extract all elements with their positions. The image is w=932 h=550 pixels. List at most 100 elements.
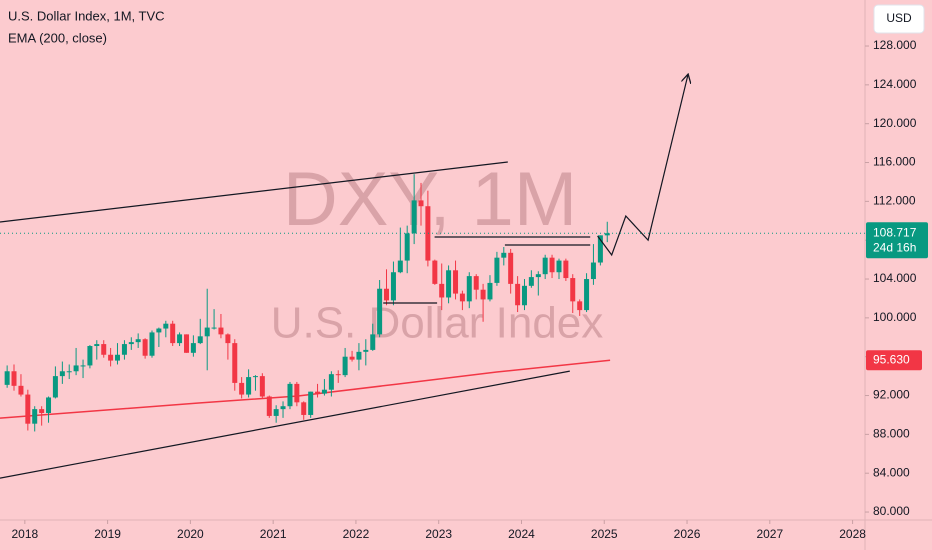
ema-price-tag <box>866 350 922 371</box>
candle-body <box>432 260 438 284</box>
y-tick-label: 116.000 <box>873 155 916 169</box>
candle-body <box>535 274 541 278</box>
candle-body <box>308 391 314 415</box>
last-price-tag <box>866 222 928 259</box>
candle-body <box>604 233 610 236</box>
candle-body <box>114 354 120 361</box>
y-tick-label: 84.000 <box>873 465 910 479</box>
ema-price-label: 95.630 <box>873 352 910 366</box>
candle-body <box>128 342 134 345</box>
chart-title: U.S. Dollar Index, 1M, TVC <box>8 8 165 23</box>
candle-body <box>177 334 183 344</box>
candle-body <box>287 383 293 407</box>
candle-body <box>39 409 45 414</box>
candle-body <box>508 252 514 284</box>
candle-body <box>577 301 583 311</box>
candle-body <box>4 371 10 385</box>
candle-body <box>18 385 24 395</box>
x-tick-label: 2025 <box>591 527 618 541</box>
x-tick-label: 2022 <box>343 527 370 541</box>
candle-body <box>459 293 465 302</box>
candle-body <box>259 376 265 397</box>
candle-body <box>73 365 79 372</box>
currency-label[interactable]: USD <box>886 11 912 25</box>
candle-body <box>273 409 279 416</box>
currency-button[interactable] <box>873 4 925 34</box>
candle-body <box>142 339 148 356</box>
candle-body <box>321 389 327 394</box>
candle-body <box>52 376 58 398</box>
x-tick-label: 2026 <box>674 527 701 541</box>
x-tick-label: 2021 <box>260 527 287 541</box>
candle-body <box>363 349 369 352</box>
y-tick-label: 92.000 <box>873 388 910 402</box>
candle-body <box>80 365 86 367</box>
candle-body <box>218 327 224 335</box>
candle-body <box>87 346 93 366</box>
candle-body <box>528 277 534 286</box>
candle-body <box>246 377 252 395</box>
candle-body <box>301 402 307 415</box>
candle-body <box>349 356 355 360</box>
candle-body <box>108 354 114 361</box>
y-tick-label: 124.000 <box>873 77 917 91</box>
candle-body <box>466 276 472 302</box>
candle-body <box>335 374 341 376</box>
candle-body <box>94 344 100 347</box>
candle-body <box>597 235 603 263</box>
candle-body <box>425 206 431 261</box>
candle-body <box>46 397 52 414</box>
x-tick-label: 2020 <box>177 527 204 541</box>
y-tick-label: 88.000 <box>873 427 910 441</box>
candle-body <box>211 327 217 329</box>
candle-body <box>266 396 272 416</box>
candle-body <box>487 282 493 300</box>
candle-body <box>439 283 445 298</box>
candle-body <box>156 328 162 333</box>
indicator-legend: EMA (200, close) <box>8 30 107 45</box>
candle-body <box>390 272 396 301</box>
trend-drawing <box>0 161 508 223</box>
candle-body <box>501 252 507 258</box>
ema-line <box>0 359 611 419</box>
candle-body <box>342 356 348 376</box>
candle-body <box>590 262 596 280</box>
candle-body <box>453 270 459 294</box>
candle-body <box>239 382 245 395</box>
candle-body <box>252 376 258 378</box>
candle-body <box>411 200 417 234</box>
candle-body <box>383 288 389 301</box>
candle-body <box>515 283 521 306</box>
watermark-subtitle: U.S. Dollar Index <box>271 299 604 348</box>
candle-body <box>170 323 176 344</box>
y-tick-label: 80.000 <box>873 504 910 518</box>
candle-body <box>190 343 196 353</box>
candle-body <box>101 344 107 355</box>
candle-body <box>204 327 210 337</box>
candle-body <box>11 371 17 386</box>
x-tick-label: 2028 <box>839 527 866 541</box>
candle-body <box>556 260 562 273</box>
candle-body <box>480 289 486 300</box>
candle-body <box>197 336 203 344</box>
x-tick-label: 2024 <box>508 527 535 541</box>
y-tick-label: 100.000 <box>873 310 917 324</box>
candle-body <box>404 233 410 261</box>
candle-body <box>315 391 321 394</box>
last-price-label: 108.717 <box>873 225 917 239</box>
plot-area: DXY, 1M U.S. Dollar Index <box>0 75 688 479</box>
candle-body <box>521 285 527 306</box>
candle-body <box>473 276 479 290</box>
candle-body <box>370 334 376 350</box>
candle-body <box>149 332 155 356</box>
candle-body <box>59 371 65 377</box>
candle-body <box>397 260 403 273</box>
candle-body <box>418 200 424 207</box>
y-tick-label: 120.000 <box>873 116 917 130</box>
x-tick-label: 2018 <box>11 527 38 541</box>
candle-body <box>184 334 190 353</box>
candle-body <box>328 374 334 390</box>
y-tick-label: 128.000 <box>873 38 917 52</box>
